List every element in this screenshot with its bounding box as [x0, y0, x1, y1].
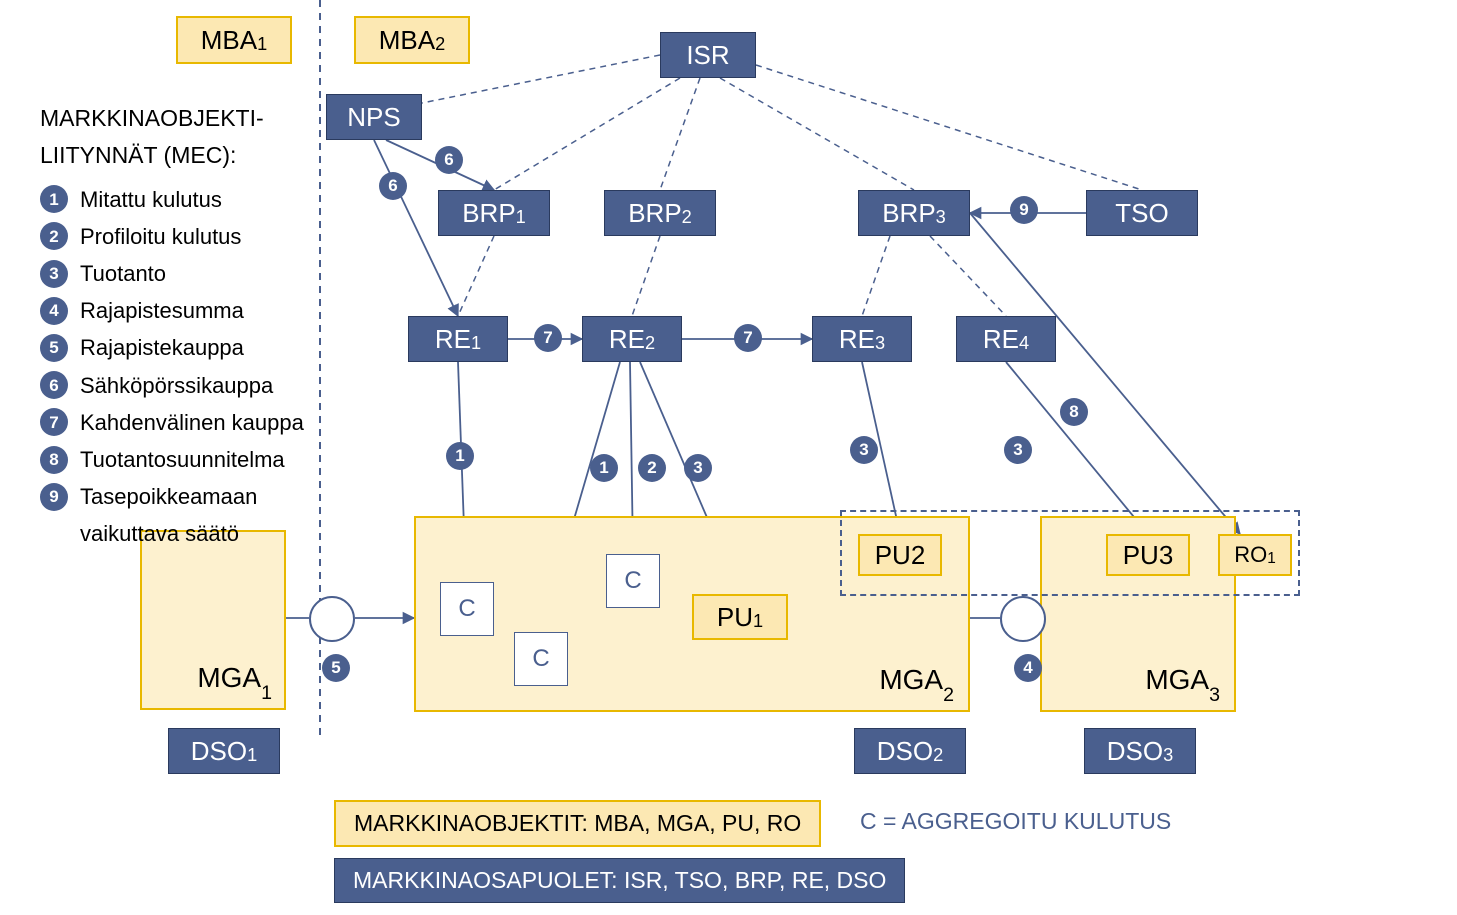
- legend-label: vaikuttava säätö: [80, 516, 239, 551]
- edge-marker-6b: 6: [435, 146, 463, 174]
- legend: MARKKINAOBJEKTI-LIITYNNÄT (MEC): 1 Mitatt…: [40, 100, 304, 553]
- dso1-node: DSO1: [168, 728, 280, 774]
- legend-item-cont: vaikuttava säätö: [40, 516, 304, 551]
- mga2-label: MGA2: [879, 664, 954, 702]
- legend-num-icon: 7: [40, 408, 68, 436]
- brp1-node: BRP1: [438, 190, 550, 236]
- brp2-node: BRP2: [604, 190, 716, 236]
- footer-osapuolet: MARKKINAOSAPUOLET: ISR, TSO, BRP, RE, DS…: [334, 858, 905, 903]
- legend-num-icon: 2: [40, 222, 68, 250]
- legend-num-icon: 5: [40, 334, 68, 362]
- re3-node: RE3: [812, 316, 912, 362]
- mga3-label: MGA3: [1145, 664, 1220, 702]
- legend-label: Mitattu kulutus: [80, 182, 222, 217]
- edge-marker-5: 5: [322, 654, 350, 682]
- legend-num-icon: 4: [40, 297, 68, 325]
- legend-item: 7 Kahdenvälinen kauppa: [40, 405, 304, 440]
- isr-node: ISR: [660, 32, 756, 78]
- tso-node: TSO: [1086, 190, 1198, 236]
- legend-item: 9 Tasepoikkeamaan: [40, 479, 304, 514]
- c1-box: C: [440, 582, 494, 636]
- dso3-node: DSO3: [1084, 728, 1196, 774]
- legend-num-icon: 6: [40, 371, 68, 399]
- legend-item: 3 Tuotanto: [40, 256, 304, 291]
- mba1-box: MBA1: [176, 16, 292, 64]
- edge-marker-9: 9: [1010, 196, 1038, 224]
- legend-item: 1 Mitattu kulutus: [40, 182, 304, 217]
- footer-c-agg: C = AGGREGOITU KULUTUS: [860, 808, 1171, 835]
- brp3-node: BRP3: [858, 190, 970, 236]
- pu3-box: PU3: [1106, 534, 1190, 576]
- footer-objektit: MARKKINAOBJEKTIT: MBA, MGA, PU, RO: [334, 800, 821, 847]
- legend-label: Tuotantosuunnitelma: [80, 442, 285, 477]
- legend-title: MARKKINAOBJEKTI-LIITYNNÄT (MEC):: [40, 100, 304, 174]
- legend-item: 5 Rajapistekauppa: [40, 330, 304, 365]
- legend-item: 4 Rajapistesumma: [40, 293, 304, 328]
- nps-node: NPS: [326, 94, 422, 140]
- legend-label: Sähköpörssikauppa: [80, 368, 273, 403]
- c3-box: C: [514, 632, 568, 686]
- legend-label: Rajapistesumma: [80, 293, 244, 328]
- legend-num-icon: 9: [40, 483, 68, 511]
- pu2-box: PU2: [858, 534, 942, 576]
- edge-marker-7b: 7: [734, 324, 762, 352]
- edge-marker-3c: 3: [1004, 436, 1032, 464]
- re2-node: RE2: [582, 316, 682, 362]
- edge-marker-1b: 1: [590, 454, 618, 482]
- edge-marker-1a: 1: [446, 442, 474, 470]
- mga1-area: MGA1: [140, 530, 286, 710]
- c2-box: C: [606, 554, 660, 608]
- edge-marker-4: 4: [1014, 654, 1042, 682]
- edge-marker-3a: 3: [684, 454, 712, 482]
- legend-item: 2 Profiloitu kulutus: [40, 219, 304, 254]
- mba2-box: MBA2: [354, 16, 470, 64]
- connector-circle-1: [309, 596, 355, 642]
- diagram-canvas: MGA1 MGA2 MGA3 MBA1 MBA2 ISR NPS BRP1 BR…: [0, 0, 1457, 915]
- connector-circle-2: [1000, 596, 1046, 642]
- edge-marker-3b: 3: [850, 436, 878, 464]
- legend-label: Tasepoikkeamaan: [80, 479, 257, 514]
- legend-label: Rajapistekauppa: [80, 330, 244, 365]
- legend-num-icon: 3: [40, 260, 68, 288]
- legend-num-icon: 8: [40, 446, 68, 474]
- legend-item: 6 Sähköpörssikauppa: [40, 368, 304, 403]
- ro1-box: RO1: [1218, 534, 1292, 576]
- edge-marker-7a: 7: [534, 324, 562, 352]
- mga1-label: MGA1: [197, 662, 272, 700]
- pu1-box: PU1: [692, 594, 788, 640]
- dso2-node: DSO2: [854, 728, 966, 774]
- re1-node: RE1: [408, 316, 508, 362]
- legend-num-icon: 1: [40, 185, 68, 213]
- legend-label: Kahdenvälinen kauppa: [80, 405, 304, 440]
- edge-marker-6a: 6: [379, 172, 407, 200]
- legend-label: Profiloitu kulutus: [80, 219, 241, 254]
- legend-label: Tuotanto: [80, 256, 166, 291]
- edge-marker-8: 8: [1060, 398, 1088, 426]
- edge-marker-2: 2: [638, 454, 666, 482]
- legend-item: 8 Tuotantosuunnitelma: [40, 442, 304, 477]
- re4-node: RE4: [956, 316, 1056, 362]
